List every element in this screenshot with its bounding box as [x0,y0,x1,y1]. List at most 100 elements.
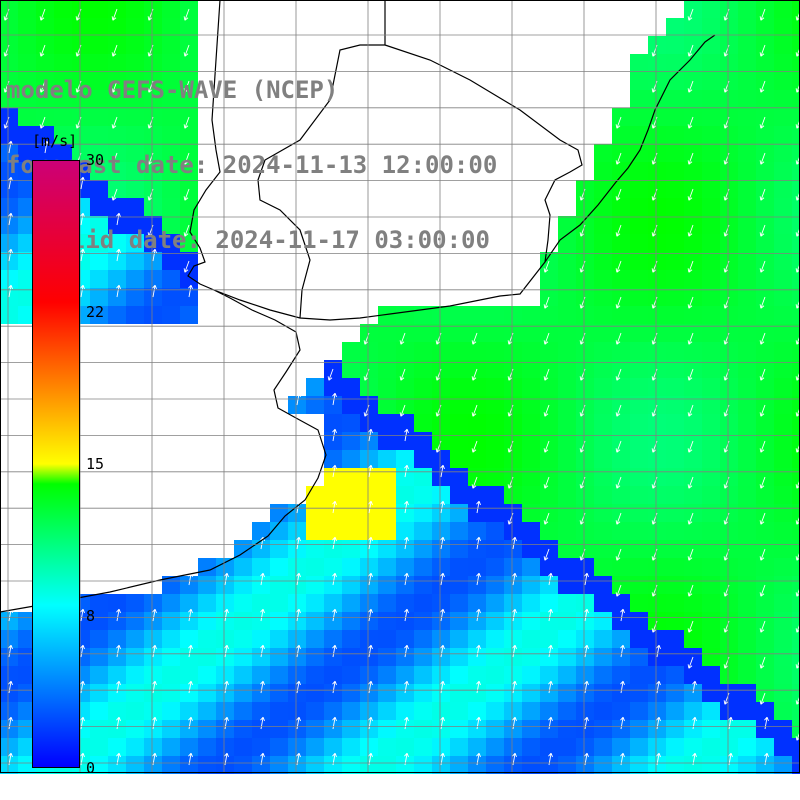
wind-arrow [440,536,445,550]
field-cell [180,702,198,720]
field-cell [90,126,108,144]
wind-arrow [687,404,694,417]
field-cell [738,594,756,612]
field-cell [90,180,108,198]
field-cell [738,576,756,594]
field-cell [702,522,720,540]
field-cell [666,306,684,324]
wind-arrow [116,608,121,622]
field-cell [90,684,108,702]
field-cell [594,486,612,504]
field-cell [180,18,198,36]
field-cell [162,666,180,684]
field-cell [414,594,432,612]
field-cell [774,504,792,522]
field-cell [216,702,234,720]
field-cell [774,72,792,90]
field-cell [630,486,648,504]
wind-arrow [759,476,766,489]
field-cell [234,756,252,774]
field-cell [0,18,18,36]
field-cell [504,486,522,504]
field-cell [486,576,504,594]
field-cell [450,594,468,612]
wind-arrow [260,716,265,730]
field-cell [702,612,720,630]
field-cell [756,342,774,360]
field-cell [180,126,198,144]
field-cell [684,306,702,324]
field-cell [90,144,108,162]
field-cell [738,36,756,54]
field-cell [720,414,738,432]
field-cell [522,630,540,648]
field-cell [702,576,720,594]
field-cell [342,684,360,702]
field-cell [558,558,576,576]
field-cell [18,684,36,702]
field-cell [558,630,576,648]
wind-arrow [39,8,46,21]
wind-arrow [543,260,550,273]
field-cell [576,450,594,468]
field-cell [108,702,126,720]
field-cell [774,180,792,198]
field-cell [18,108,36,126]
field-cell [414,756,432,774]
field-cell [738,666,756,684]
field-cell [324,414,342,432]
field-cell [666,504,684,522]
wind-arrow [152,284,157,298]
field-cell [162,612,180,630]
field-cell [162,234,180,252]
field-cell [342,360,360,378]
wind-arrow [656,716,661,730]
field-cell [558,252,576,270]
valid-date: valid date: 2024-11-17 03:00:00 [42,226,490,254]
wind-arrow [188,608,193,622]
field-cell [774,414,792,432]
field-cell [576,486,594,504]
field-cell [792,54,800,72]
field-cell [558,234,576,252]
wind-arrow [152,608,157,622]
field-cell [414,450,432,468]
field-cell [504,738,522,756]
field-cell [378,666,396,684]
wind-arrow [368,536,373,550]
field-cell [558,594,576,612]
field-cell [378,396,396,414]
field-cell [666,270,684,288]
field-cell [504,378,522,396]
field-cell [792,468,800,486]
field-cell [486,540,504,558]
wind-arrow [759,296,766,309]
field-cell [648,90,666,108]
field-cell [738,270,756,288]
field-cell [702,702,720,720]
field-cell [126,684,144,702]
field-cell [126,738,144,756]
field-cell [666,180,684,198]
wind-arrow [471,368,478,381]
field-cell [738,216,756,234]
field-cell [738,252,756,270]
field-cell [504,558,522,576]
wind-arrow [404,536,409,550]
field-cell [54,18,72,36]
field-cell [648,306,666,324]
field-cell [576,594,594,612]
wind-arrow [80,284,85,298]
wind-arrow [111,116,118,129]
field-cell [414,720,432,738]
wind-arrow [183,224,190,237]
field-cell [126,180,144,198]
field-cell [144,126,162,144]
field-cell [270,702,288,720]
field-cell [612,486,630,504]
field-cell [450,558,468,576]
field-cell [324,450,342,468]
wind-arrow [368,680,373,694]
field-cell [396,558,414,576]
field-cell [774,90,792,108]
